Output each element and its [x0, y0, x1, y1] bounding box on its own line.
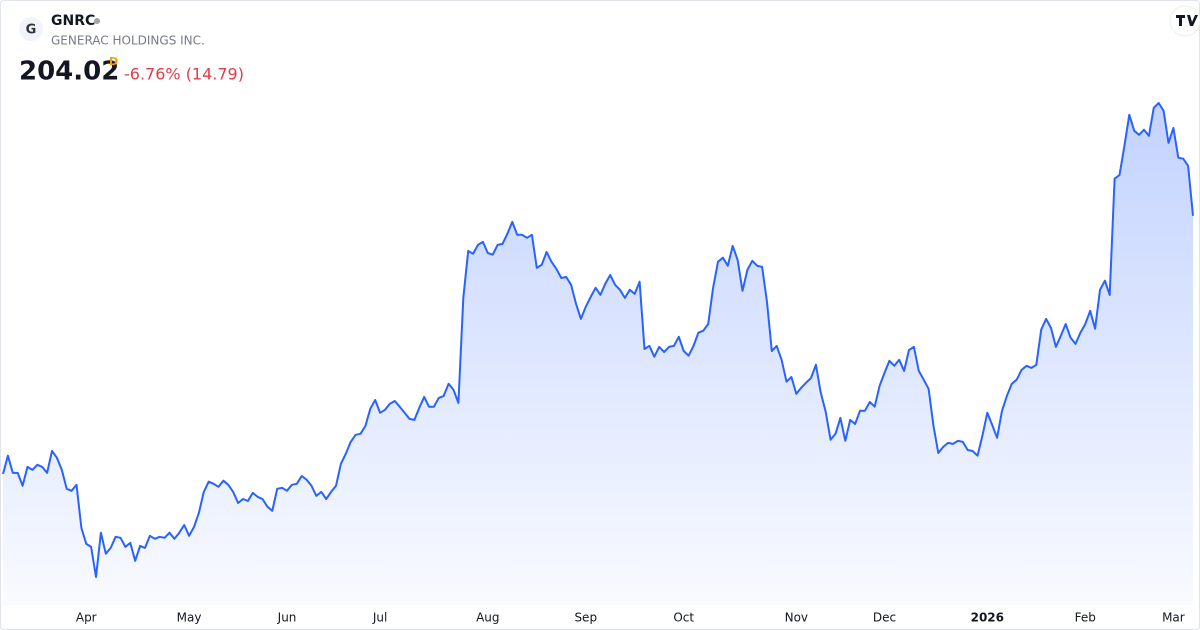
x-tick-label: Dec: [873, 611, 896, 625]
x-tick-label: Nov: [785, 611, 808, 625]
x-tick-label: Feb: [1075, 611, 1096, 625]
symbol: GNRC: [51, 13, 95, 29]
x-tick-label: Mar: [1162, 611, 1185, 625]
logo-letter: G: [26, 23, 37, 38]
price-change: -6.76% (14.79): [124, 65, 244, 84]
price-flag: D: [109, 55, 118, 68]
plot: Apr May Jun Jul Aug Sep Oct Nov Dec 2026 Feb Mar: [2, 102, 1194, 625]
company-name: GENERAC HOLDINGS INC.: [51, 34, 205, 48]
x-tick-label: Apr: [76, 611, 97, 625]
price-line: [2, 102, 1194, 578]
price: 204.02: [19, 57, 119, 87]
tv-logo[interactable]: [1169, 5, 1200, 37]
x-tick-label: May: [177, 611, 202, 625]
x-tick-label: Jun: [277, 611, 297, 625]
status-dot: [94, 18, 100, 24]
x-tick-label: 2026: [971, 611, 1004, 625]
logo: [19, 17, 43, 41]
x-tick-label: Sep: [574, 611, 597, 625]
x-tick-label: Oct: [673, 611, 694, 625]
x-tick-label: Jul: [372, 611, 387, 625]
x-tick-label: Aug: [476, 611, 499, 625]
